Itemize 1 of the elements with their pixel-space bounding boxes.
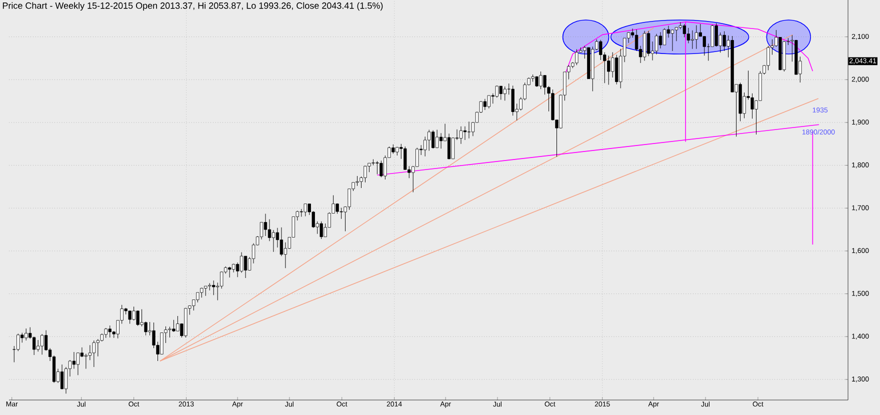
chart-title: Price Chart - Weekly 15-12-2015 Open 2013.37, Hi 2053.87, Lo 1993.26, Close 2043.41 (1.5%) — [2, 2, 383, 11]
